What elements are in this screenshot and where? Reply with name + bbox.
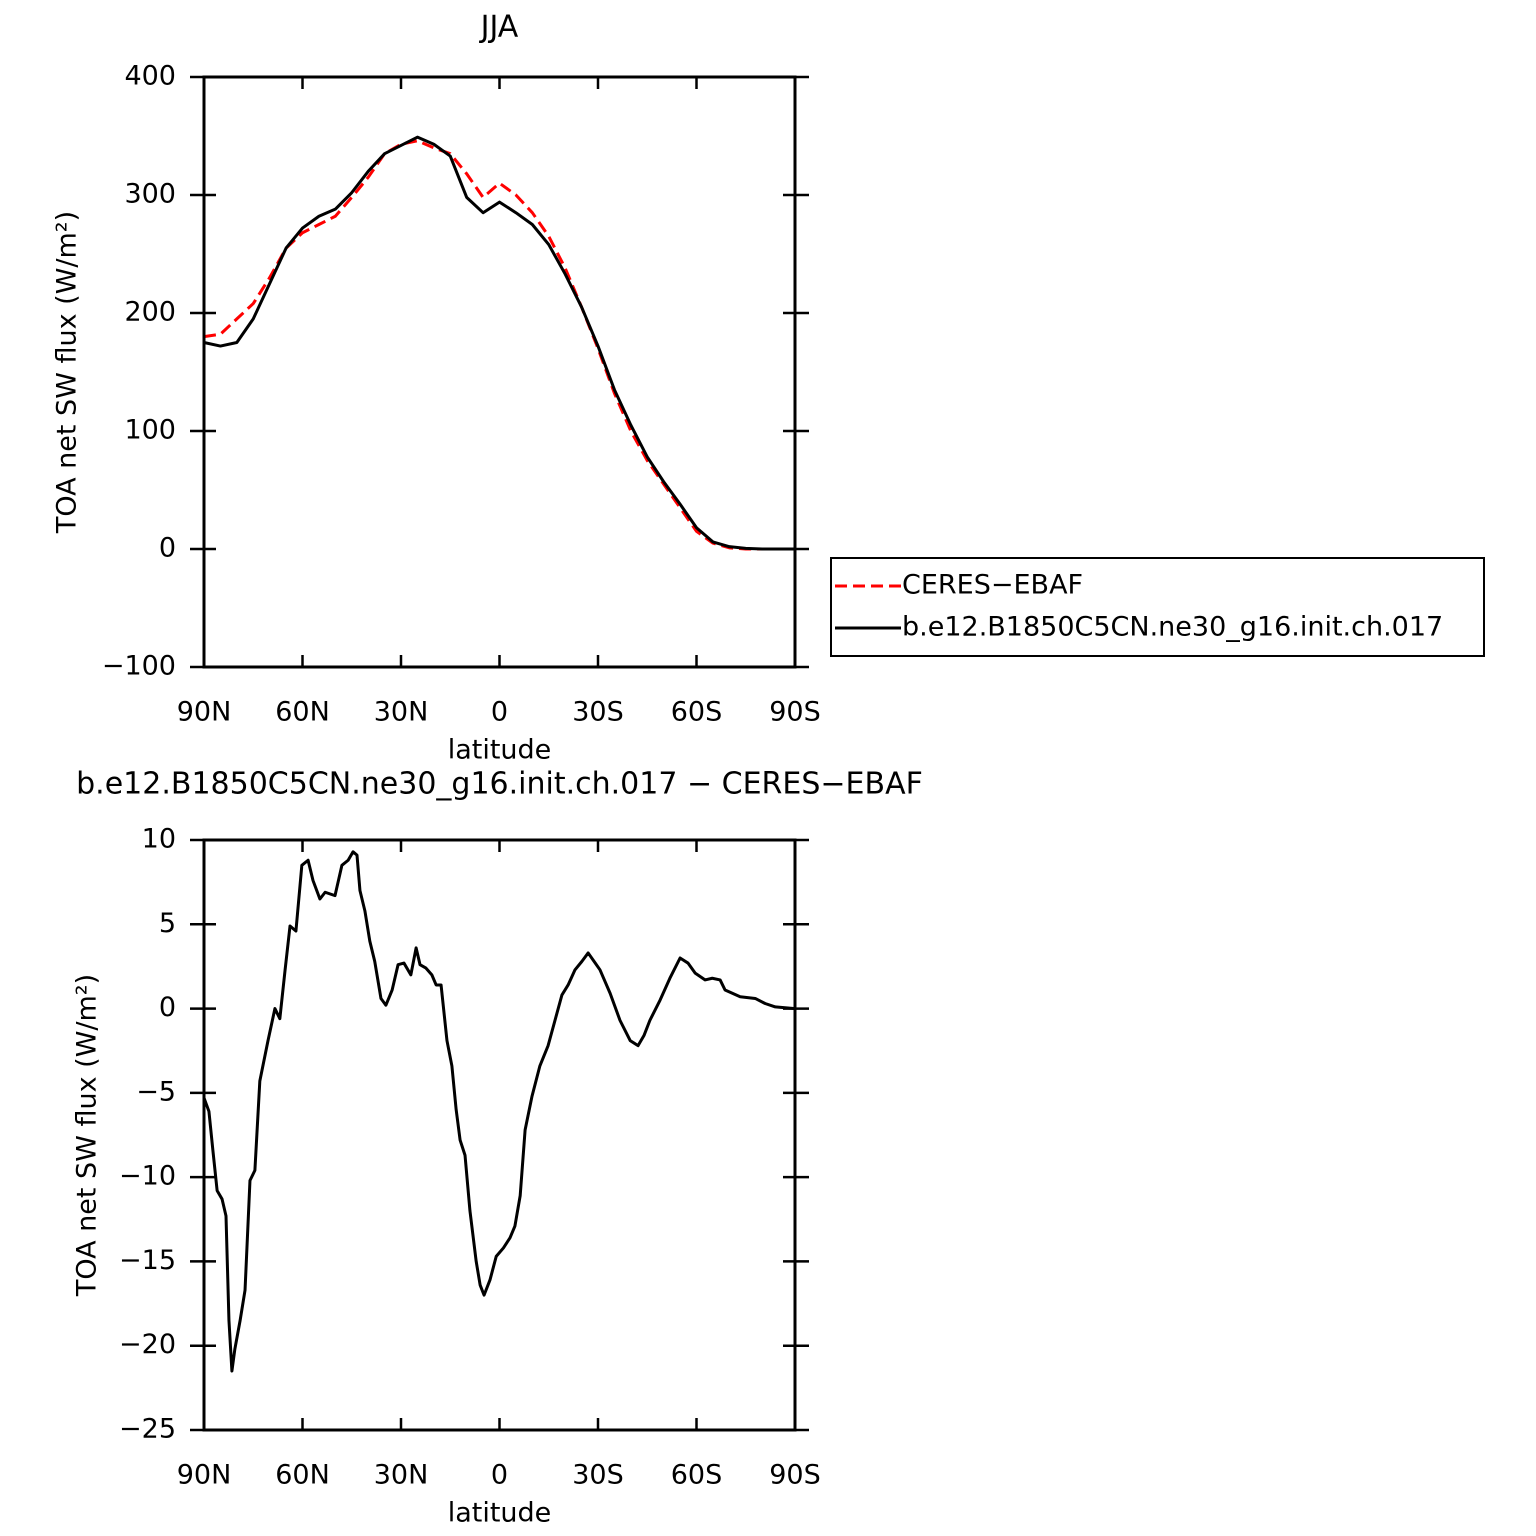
x-tick-label: 60S — [671, 1460, 723, 1491]
y-tick-label: −20 — [119, 1329, 176, 1360]
y-tick-label: −15 — [119, 1245, 176, 1276]
x-tick-label: 0 — [491, 1460, 508, 1491]
y-tick-label: −5 — [136, 1076, 176, 1107]
x-tick-label: 30S — [572, 1460, 624, 1491]
data-line — [203, 139, 795, 551]
data-line — [202, 850, 796, 1373]
x-tick-label: 30N — [374, 697, 429, 728]
legend-label: b.e12.B1850C5CN.ne30_g16.init.ch.017 — [902, 612, 1443, 643]
y-tick-label: 5 — [159, 908, 176, 939]
y-tick-label: −25 — [119, 1414, 176, 1445]
y-tick-label: −10 — [119, 1161, 176, 1192]
x-tick-label: 90N — [177, 697, 232, 728]
plot-frame — [202, 838, 797, 1432]
x-tick-label: 60S — [671, 697, 723, 728]
data-line — [203, 135, 795, 551]
legend-label: CERES−EBAF — [902, 570, 1083, 601]
chart-title: b.e12.B1850C5CN.ne30_g16.init.ch.017 − C… — [76, 767, 923, 802]
x-tick-label: 90S — [769, 697, 821, 728]
x-tick-label: 0 — [491, 697, 508, 728]
y-tick-label: −100 — [102, 651, 176, 682]
x-tick-label: 30N — [374, 1460, 429, 1491]
y-axis-label: TOA net SW flux (W/m²) — [52, 211, 83, 534]
y-tick-label: 10 — [142, 824, 176, 855]
y-tick-label: 0 — [159, 992, 176, 1023]
legend-box — [830, 557, 1485, 657]
y-tick-label: 0 — [159, 533, 176, 564]
x-axis-label: latitude — [448, 735, 552, 766]
x-tick-label: 90N — [177, 1460, 232, 1491]
y-axis-label: TOA net SW flux (W/m²) — [72, 974, 103, 1297]
chart-title: JJA — [479, 10, 519, 45]
x-tick-label: 60N — [275, 1460, 330, 1491]
plot-frame — [202, 75, 797, 669]
y-tick-label: 400 — [124, 61, 176, 92]
y-tick-label: 200 — [124, 297, 176, 328]
x-tick-label: 30S — [572, 697, 624, 728]
x-axis-label: latitude — [448, 1498, 552, 1529]
x-tick-label: 60N — [275, 697, 330, 728]
x-tick-label: 90S — [769, 1460, 821, 1491]
y-tick-label: 100 — [124, 415, 176, 446]
y-tick-label: 300 — [124, 179, 176, 210]
